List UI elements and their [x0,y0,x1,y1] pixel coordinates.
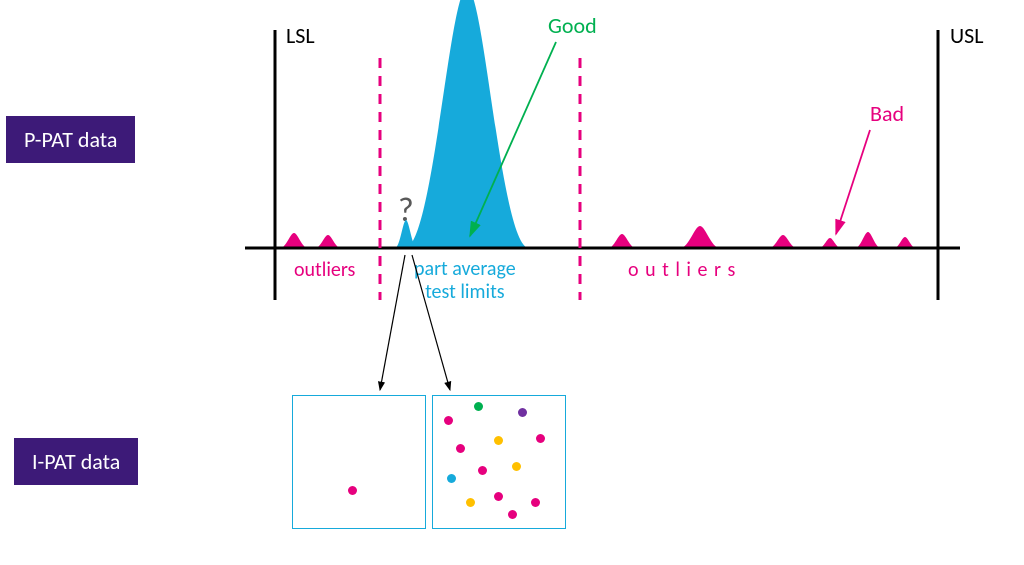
ipat-dot [456,444,465,453]
bad-arrow [836,130,870,234]
ipat-box-left [292,395,426,529]
ipat-dot [512,462,521,471]
ipat-dot [536,434,545,443]
ipat-dot [348,486,357,495]
ipat-dot [474,402,483,411]
outlier-bump [608,234,636,248]
ipat-dot [518,408,527,417]
outlier-bump [894,237,916,248]
ipat-dot [478,466,487,475]
ipat-arrow [412,255,450,390]
ipat-dot [494,436,503,445]
outlier-bump [855,232,881,248]
outlier-bump [769,235,797,248]
ipat-arrow [380,255,405,390]
main-distribution [405,0,529,248]
ipat-dot [531,498,540,507]
outlier-bump [280,233,308,248]
outlier-bump [680,226,720,248]
ipat-dot [494,492,503,501]
outlier-bump [315,235,341,248]
ipat-box-right [432,395,566,529]
ipat-dot [447,474,456,483]
ipat-dot [444,416,453,425]
ipat-dot [508,510,517,519]
ipat-dot [466,498,475,507]
